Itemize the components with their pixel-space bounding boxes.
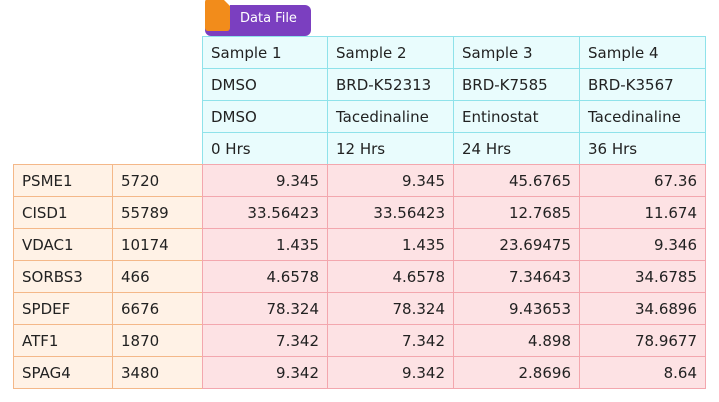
data-file-tag[interactable]: Data File	[205, 0, 311, 36]
gene-id-cell: 10174	[113, 229, 203, 261]
gene-symbol-cell: SORBS3	[14, 261, 113, 293]
value-cell: 9.345	[328, 165, 454, 197]
gene-symbol-cell: ATF1	[14, 325, 113, 357]
sample-header-grid: Sample 1 Sample 2 Sample 3 Sample 4 DMSO…	[202, 36, 706, 165]
compound-name-cell: Tacedinaline	[580, 101, 706, 133]
value-cell: 4.6578	[328, 261, 454, 293]
compound-name-cell: Entinostat	[454, 101, 580, 133]
value-cell: 9.345	[203, 165, 328, 197]
value-cell: 67.36	[580, 165, 706, 197]
gene-id-cell: 6676	[113, 293, 203, 325]
value-cell: 78.324	[328, 293, 454, 325]
value-cell: 78.324	[203, 293, 328, 325]
value-cell: 9.43653	[454, 293, 580, 325]
compound-id-cell: BRD-K3567	[580, 69, 706, 101]
value-cell: 9.342	[328, 357, 454, 389]
value-cell: 7.342	[203, 325, 328, 357]
compound-id-cell: BRD-K7585	[454, 69, 580, 101]
gene-symbol-cell: SPDEF	[14, 293, 113, 325]
gene-symbol-cell: SPAG4	[14, 357, 113, 389]
gene-id-cell: 466	[113, 261, 203, 293]
time-cell: 24 Hrs	[454, 133, 580, 165]
compound-name-cell: Tacedinaline	[328, 101, 454, 133]
data-file-label: Data File	[240, 11, 297, 26]
value-cell: 7.342	[328, 325, 454, 357]
value-cell: 4.6578	[203, 261, 328, 293]
gene-symbol-cell: VDAC1	[14, 229, 113, 261]
value-cell: 2.8696	[454, 357, 580, 389]
value-cell: 1.435	[328, 229, 454, 261]
value-cell: 4.898	[454, 325, 580, 357]
sample-name-cell: Sample 3	[454, 37, 580, 69]
gene-id-cell: 1870	[113, 325, 203, 357]
value-cell: 8.64	[580, 357, 706, 389]
sample-name-cell: Sample 1	[203, 37, 328, 69]
compound-id-cell: BRD-K52313	[328, 69, 454, 101]
value-cell: 9.342	[203, 357, 328, 389]
value-cell: 12.7685	[454, 197, 580, 229]
sample-name-cell: Sample 2	[328, 37, 454, 69]
value-cell: 34.6785	[580, 261, 706, 293]
compound-id-cell: DMSO	[203, 69, 328, 101]
value-cell: 23.69475	[454, 229, 580, 261]
gene-symbol-cell: CISD1	[14, 197, 113, 229]
time-cell: 36 Hrs	[580, 133, 706, 165]
value-cell: 9.346	[580, 229, 706, 261]
sample-name-cell: Sample 4	[580, 37, 706, 69]
value-cell: 34.6896	[580, 293, 706, 325]
gene-symbol-cell: PSME1	[14, 165, 113, 197]
value-cell: 33.56423	[203, 197, 328, 229]
value-cell: 1.435	[203, 229, 328, 261]
time-cell: 0 Hrs	[203, 133, 328, 165]
expression-data-grid: 9.345 9.345 45.6765 67.36 33.56423 33.56…	[202, 164, 706, 389]
document-icon	[205, 0, 230, 31]
value-cell: 11.674	[580, 197, 706, 229]
gene-id-cell: 3480	[113, 357, 203, 389]
value-cell: 33.56423	[328, 197, 454, 229]
compound-name-cell: DMSO	[203, 101, 328, 133]
value-cell: 45.6765	[454, 165, 580, 197]
time-cell: 12 Hrs	[328, 133, 454, 165]
value-cell: 7.34643	[454, 261, 580, 293]
gene-id-cell: 55789	[113, 197, 203, 229]
value-cell: 78.9677	[580, 325, 706, 357]
gene-label-grid: PSME1 5720 CISD1 55789 VDAC1 10174 SORBS…	[13, 164, 203, 389]
gene-id-cell: 5720	[113, 165, 203, 197]
